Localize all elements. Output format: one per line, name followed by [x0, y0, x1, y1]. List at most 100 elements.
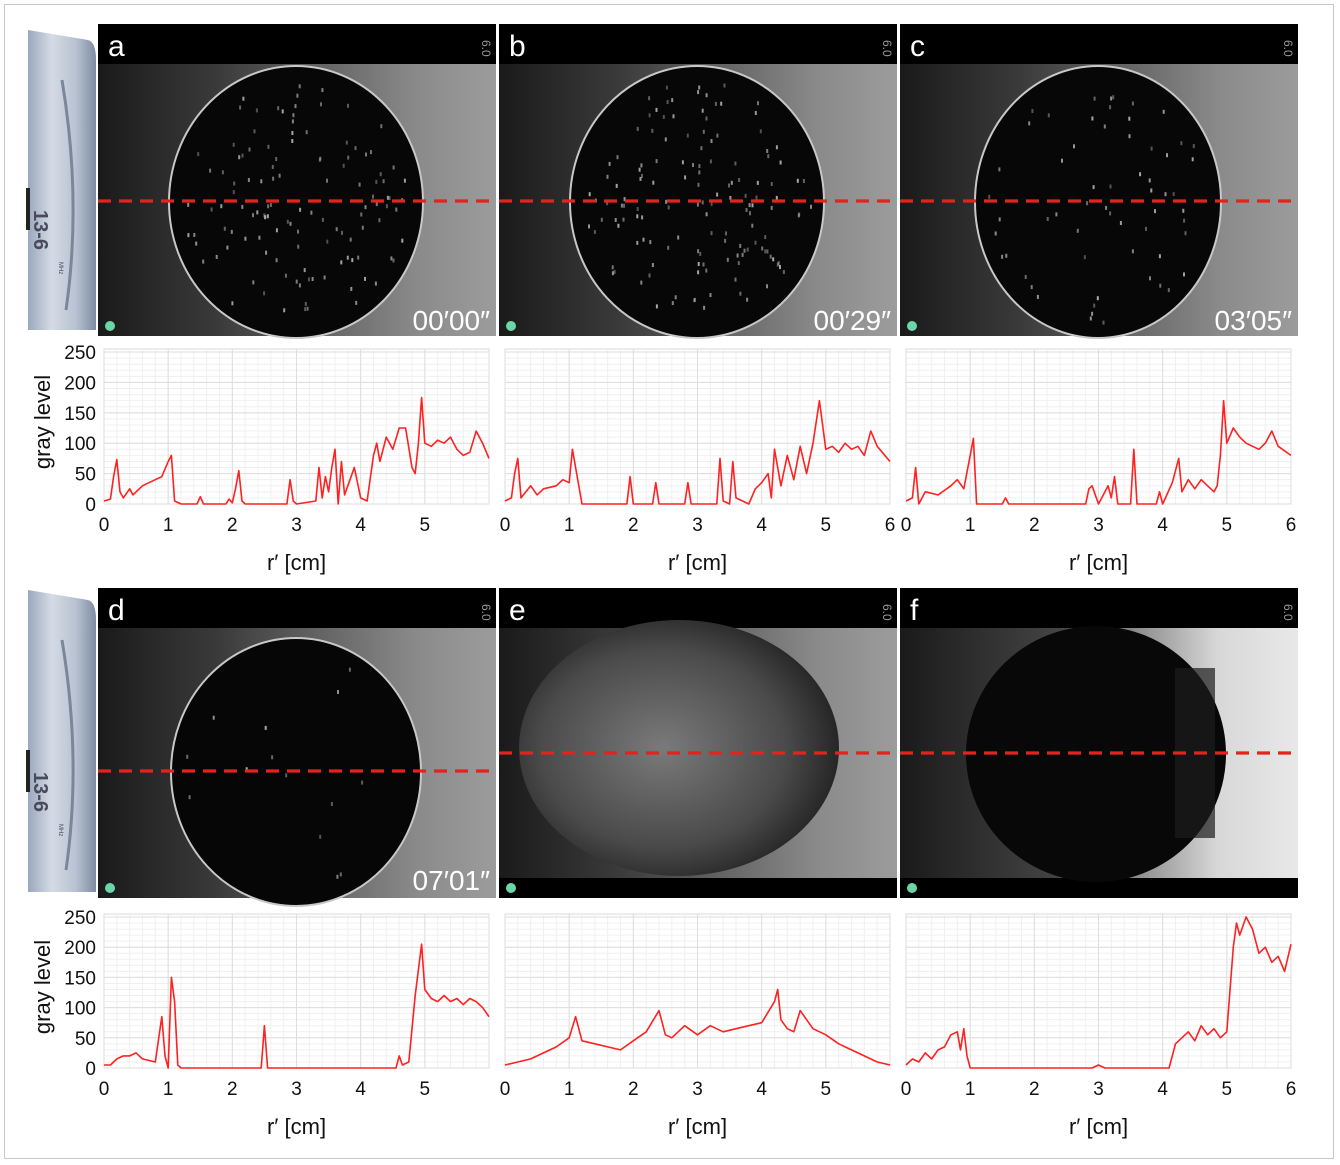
- speckle: [392, 165, 395, 170]
- x-axis-title: r′ [cm]: [1069, 1114, 1128, 1139]
- speckle: [651, 128, 654, 133]
- y-tick-label: 200: [64, 373, 96, 394]
- x-tick-label: 3: [692, 515, 703, 536]
- x-tick-label: 5: [1222, 515, 1233, 536]
- speckle: [382, 179, 385, 184]
- speckle: [1150, 146, 1153, 151]
- x-tick-label: 2: [628, 1079, 639, 1100]
- speckle: [749, 211, 751, 216]
- speckle: [1150, 188, 1153, 193]
- speckle: [638, 167, 641, 172]
- speckle: [364, 276, 366, 281]
- speckle: [1083, 255, 1086, 260]
- speckle: [738, 178, 741, 182]
- speckle: [759, 129, 762, 134]
- y-tick-label: 250: [64, 908, 96, 929]
- speckle: [390, 256, 393, 261]
- speckle: [606, 174, 609, 179]
- speckle: [776, 262, 779, 267]
- x-tick-label: 4: [756, 1079, 767, 1100]
- speckle: [651, 263, 654, 267]
- speckle: [1172, 192, 1175, 197]
- speckle: [648, 113, 651, 118]
- x-tick-label: 6: [885, 515, 896, 536]
- speckle: [253, 129, 256, 134]
- speckle: [639, 176, 642, 181]
- speckle: [1110, 96, 1113, 101]
- speckle: [1180, 141, 1183, 146]
- probe-image-top: 13-6 MHz: [26, 30, 96, 330]
- speckle: [348, 667, 351, 672]
- gray-level-trace: [905, 916, 1292, 1069]
- speckle: [705, 116, 708, 121]
- speckle: [267, 144, 270, 149]
- speckle: [636, 240, 639, 245]
- y-tick-label: 150: [64, 404, 96, 425]
- speckle: [671, 301, 674, 306]
- speckle: [336, 874, 339, 879]
- speckle: [1109, 211, 1112, 216]
- x-tick-label: 0: [901, 1079, 912, 1100]
- speckle: [247, 178, 250, 182]
- speckle: [588, 192, 591, 197]
- speckle: [667, 245, 670, 250]
- speckle: [1091, 116, 1094, 121]
- speckle: [286, 219, 289, 224]
- speckle: [346, 255, 349, 260]
- speckle: [636, 214, 639, 219]
- speckle: [330, 802, 333, 806]
- speckle: [295, 279, 298, 284]
- speckle: [275, 258, 278, 263]
- speckle: [744, 193, 747, 198]
- depth-scale-label: 6.0: [479, 604, 493, 621]
- speckle: [734, 277, 737, 282]
- speckle: [640, 163, 643, 168]
- speckle: [726, 257, 729, 262]
- speckle: [705, 93, 708, 98]
- speckle: [372, 194, 374, 199]
- status-dot: [506, 321, 516, 331]
- ultrasound-image-a: a 00′00″ 6.0: [98, 24, 496, 339]
- y-tick-label: 50: [75, 465, 96, 486]
- speckle: [226, 245, 229, 250]
- speckle: [1166, 153, 1168, 158]
- speckle: [1001, 254, 1004, 259]
- speckle: [360, 212, 363, 217]
- speckle: [743, 248, 746, 253]
- speckle: [375, 202, 378, 207]
- speckle: [1154, 209, 1156, 214]
- speckle: [1183, 218, 1186, 223]
- speckle: [761, 246, 764, 251]
- speckle: [388, 196, 391, 201]
- panel-letter: e: [509, 594, 526, 627]
- speckle: [710, 139, 713, 143]
- ultrasound-image-f: f 6.0: [900, 588, 1298, 898]
- speckle: [693, 298, 696, 303]
- x-tick-label: 5: [420, 515, 431, 536]
- speckle: [697, 182, 700, 187]
- speckle: [275, 228, 278, 233]
- status-dot: [506, 883, 516, 893]
- speckle: [339, 872, 342, 877]
- speckle: [298, 84, 301, 89]
- x-tick-label: 0: [901, 515, 912, 536]
- speckle: [1047, 113, 1050, 118]
- speckle: [613, 270, 616, 274]
- speckle: [294, 104, 297, 109]
- speckle: [614, 218, 617, 222]
- speckle: [347, 103, 349, 108]
- speckle: [1091, 311, 1094, 316]
- speckle: [277, 106, 280, 111]
- timestamp: 03′05″: [1215, 305, 1293, 336]
- speckle: [264, 215, 267, 220]
- x-tick-label: 2: [227, 515, 238, 536]
- panel-letter: f: [910, 594, 919, 627]
- depth-scale-label: 6.0: [479, 40, 493, 57]
- speckle: [310, 210, 313, 215]
- speckle: [699, 251, 702, 256]
- speckle: [767, 154, 770, 159]
- probe-model-label: 13-6: [29, 210, 51, 250]
- speckle: [291, 119, 294, 124]
- speckle: [779, 265, 781, 269]
